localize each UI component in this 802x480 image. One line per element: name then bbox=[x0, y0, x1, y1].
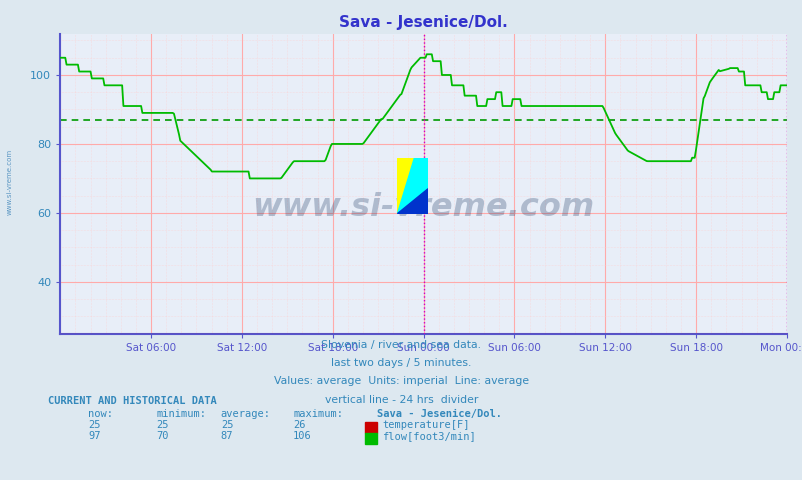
Text: vertical line - 24 hrs  divider: vertical line - 24 hrs divider bbox=[324, 395, 478, 405]
Text: Slovenia / river and sea data.: Slovenia / river and sea data. bbox=[321, 340, 481, 350]
Text: 25: 25 bbox=[156, 420, 169, 430]
Text: www.si-vreme.com: www.si-vreme.com bbox=[252, 192, 594, 223]
Text: average:: average: bbox=[221, 408, 270, 419]
Text: Sava - Jesenice/Dol.: Sava - Jesenice/Dol. bbox=[377, 408, 502, 419]
Text: CURRENT AND HISTORICAL DATA: CURRENT AND HISTORICAL DATA bbox=[48, 396, 217, 406]
Polygon shape bbox=[397, 158, 427, 214]
Text: 70: 70 bbox=[156, 431, 169, 441]
Text: www.si-vreme.com: www.si-vreme.com bbox=[6, 149, 13, 216]
Text: now:: now: bbox=[88, 408, 113, 419]
Text: maximum:: maximum: bbox=[293, 408, 342, 419]
Polygon shape bbox=[397, 158, 414, 214]
Text: 26: 26 bbox=[293, 420, 306, 430]
Text: 25: 25 bbox=[88, 420, 101, 430]
Text: 87: 87 bbox=[221, 431, 233, 441]
Text: 25: 25 bbox=[221, 420, 233, 430]
Title: Sava - Jesenice/Dol.: Sava - Jesenice/Dol. bbox=[338, 15, 508, 30]
Text: flow[foot3/min]: flow[foot3/min] bbox=[382, 431, 476, 441]
Text: temperature[F]: temperature[F] bbox=[382, 420, 469, 430]
Text: 97: 97 bbox=[88, 431, 101, 441]
Text: minimum:: minimum: bbox=[156, 408, 206, 419]
Text: Values: average  Units: imperial  Line: average: Values: average Units: imperial Line: av… bbox=[273, 376, 529, 386]
Polygon shape bbox=[397, 189, 427, 214]
Text: last two days / 5 minutes.: last two days / 5 minutes. bbox=[331, 358, 471, 368]
Text: 106: 106 bbox=[293, 431, 311, 441]
